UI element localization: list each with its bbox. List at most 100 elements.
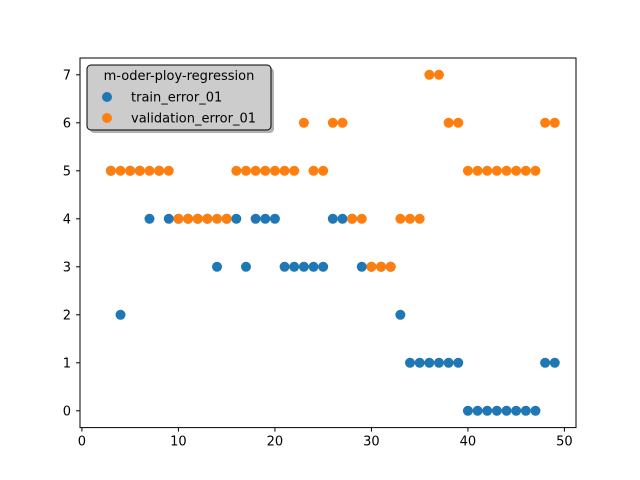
validation-point-38 bbox=[443, 117, 454, 128]
y-tick-label: 1 bbox=[63, 356, 71, 371]
train-point-14 bbox=[212, 261, 223, 272]
validation-point-34 bbox=[405, 213, 416, 224]
validation-point-5 bbox=[125, 165, 136, 176]
validation-point-40 bbox=[462, 165, 473, 176]
legend: m-oder-ploy-regression train_error_01 va… bbox=[86, 64, 274, 133]
validation-point-16 bbox=[231, 165, 242, 176]
legend-label-train: train_error_01 bbox=[131, 91, 222, 106]
data-points-layer bbox=[105, 69, 560, 416]
train-point-37 bbox=[433, 357, 444, 368]
validation-point-43 bbox=[491, 165, 502, 176]
train-point-49 bbox=[549, 357, 560, 368]
validation-point-32 bbox=[385, 261, 396, 272]
y-axis: 0 1 2 3 4 5 6 7 bbox=[63, 68, 80, 419]
train-point-42 bbox=[482, 405, 493, 416]
train-point-44 bbox=[501, 405, 512, 416]
legend-label-validation: validation_error_01 bbox=[131, 112, 256, 127]
validation-point-37 bbox=[433, 69, 444, 80]
train-point-40 bbox=[462, 405, 473, 416]
validation-point-17 bbox=[240, 165, 251, 176]
validation-point-20 bbox=[269, 165, 280, 176]
validation-point-6 bbox=[134, 165, 145, 176]
validation-point-12 bbox=[192, 213, 203, 224]
validation-point-45 bbox=[511, 165, 522, 176]
validation-point-31 bbox=[376, 261, 387, 272]
train-point-26 bbox=[327, 213, 338, 224]
train-point-23 bbox=[298, 261, 309, 272]
validation-point-33 bbox=[395, 213, 406, 224]
x-tick-label: 30 bbox=[363, 435, 380, 450]
train-point-35 bbox=[414, 357, 425, 368]
train-point-47 bbox=[530, 405, 541, 416]
validation-point-13 bbox=[202, 213, 213, 224]
x-axis: 0 10 20 30 40 50 bbox=[78, 427, 573, 450]
train-point-27 bbox=[337, 213, 348, 224]
validation-point-18 bbox=[250, 165, 261, 176]
x-tick-label: 40 bbox=[460, 435, 477, 450]
train-point-17 bbox=[240, 261, 251, 272]
train-point-19 bbox=[260, 213, 271, 224]
train-point-36 bbox=[424, 357, 435, 368]
y-tick-label: 7 bbox=[63, 68, 71, 83]
train-point-22 bbox=[289, 261, 300, 272]
train-point-24 bbox=[308, 261, 319, 272]
x-tick-label: 50 bbox=[556, 435, 573, 450]
validation-point-46 bbox=[520, 165, 531, 176]
train-point-39 bbox=[453, 357, 464, 368]
validation-point-7 bbox=[144, 165, 155, 176]
validation-point-21 bbox=[279, 165, 290, 176]
x-tick-label: 0 bbox=[78, 435, 86, 450]
train-point-38 bbox=[443, 357, 454, 368]
legend-marker-train bbox=[102, 92, 112, 102]
x-tick-label: 10 bbox=[170, 435, 187, 450]
y-tick-label: 0 bbox=[63, 404, 71, 419]
train-point-18 bbox=[250, 213, 261, 224]
y-tick-label: 6 bbox=[63, 116, 71, 131]
validation-point-36 bbox=[424, 69, 435, 80]
validation-point-27 bbox=[337, 117, 348, 128]
validation-point-8 bbox=[154, 165, 165, 176]
validation-point-11 bbox=[183, 213, 194, 224]
train-point-9 bbox=[163, 213, 174, 224]
axes-frame bbox=[79, 57, 577, 429]
validation-point-22 bbox=[289, 165, 300, 176]
validation-point-44 bbox=[501, 165, 512, 176]
train-point-25 bbox=[318, 261, 329, 272]
validation-point-3 bbox=[105, 165, 116, 176]
validation-point-47 bbox=[530, 165, 541, 176]
validation-point-14 bbox=[212, 213, 223, 224]
train-point-29 bbox=[356, 261, 367, 272]
legend-title: m-oder-ploy-regression bbox=[104, 69, 255, 84]
validation-point-26 bbox=[327, 117, 338, 128]
validation-point-41 bbox=[472, 165, 483, 176]
train-point-20 bbox=[269, 213, 280, 224]
y-tick-label: 2 bbox=[63, 308, 71, 323]
train-point-48 bbox=[540, 357, 551, 368]
validation-point-49 bbox=[549, 117, 560, 128]
legend-marker-validation bbox=[102, 113, 112, 123]
validation-point-29 bbox=[356, 213, 367, 224]
train-point-7 bbox=[144, 213, 155, 224]
validation-point-39 bbox=[453, 117, 464, 128]
validation-point-10 bbox=[173, 213, 184, 224]
validation-point-48 bbox=[540, 117, 551, 128]
train-point-16 bbox=[231, 213, 242, 224]
train-point-43 bbox=[491, 405, 502, 416]
validation-point-4 bbox=[115, 165, 126, 176]
train-point-46 bbox=[520, 405, 531, 416]
validation-point-35 bbox=[414, 213, 425, 224]
legend-box bbox=[86, 64, 272, 131]
x-tick-label: 20 bbox=[267, 435, 284, 450]
validation-point-19 bbox=[260, 165, 271, 176]
train-point-41 bbox=[472, 405, 483, 416]
y-tick-label: 4 bbox=[63, 212, 71, 227]
validation-point-42 bbox=[482, 165, 493, 176]
validation-point-15 bbox=[221, 213, 232, 224]
train-point-45 bbox=[511, 405, 522, 416]
train-point-33 bbox=[395, 309, 406, 320]
validation-point-25 bbox=[318, 165, 329, 176]
y-tick-label: 5 bbox=[63, 164, 71, 179]
train-point-4 bbox=[115, 309, 126, 320]
train-point-34 bbox=[405, 357, 416, 368]
